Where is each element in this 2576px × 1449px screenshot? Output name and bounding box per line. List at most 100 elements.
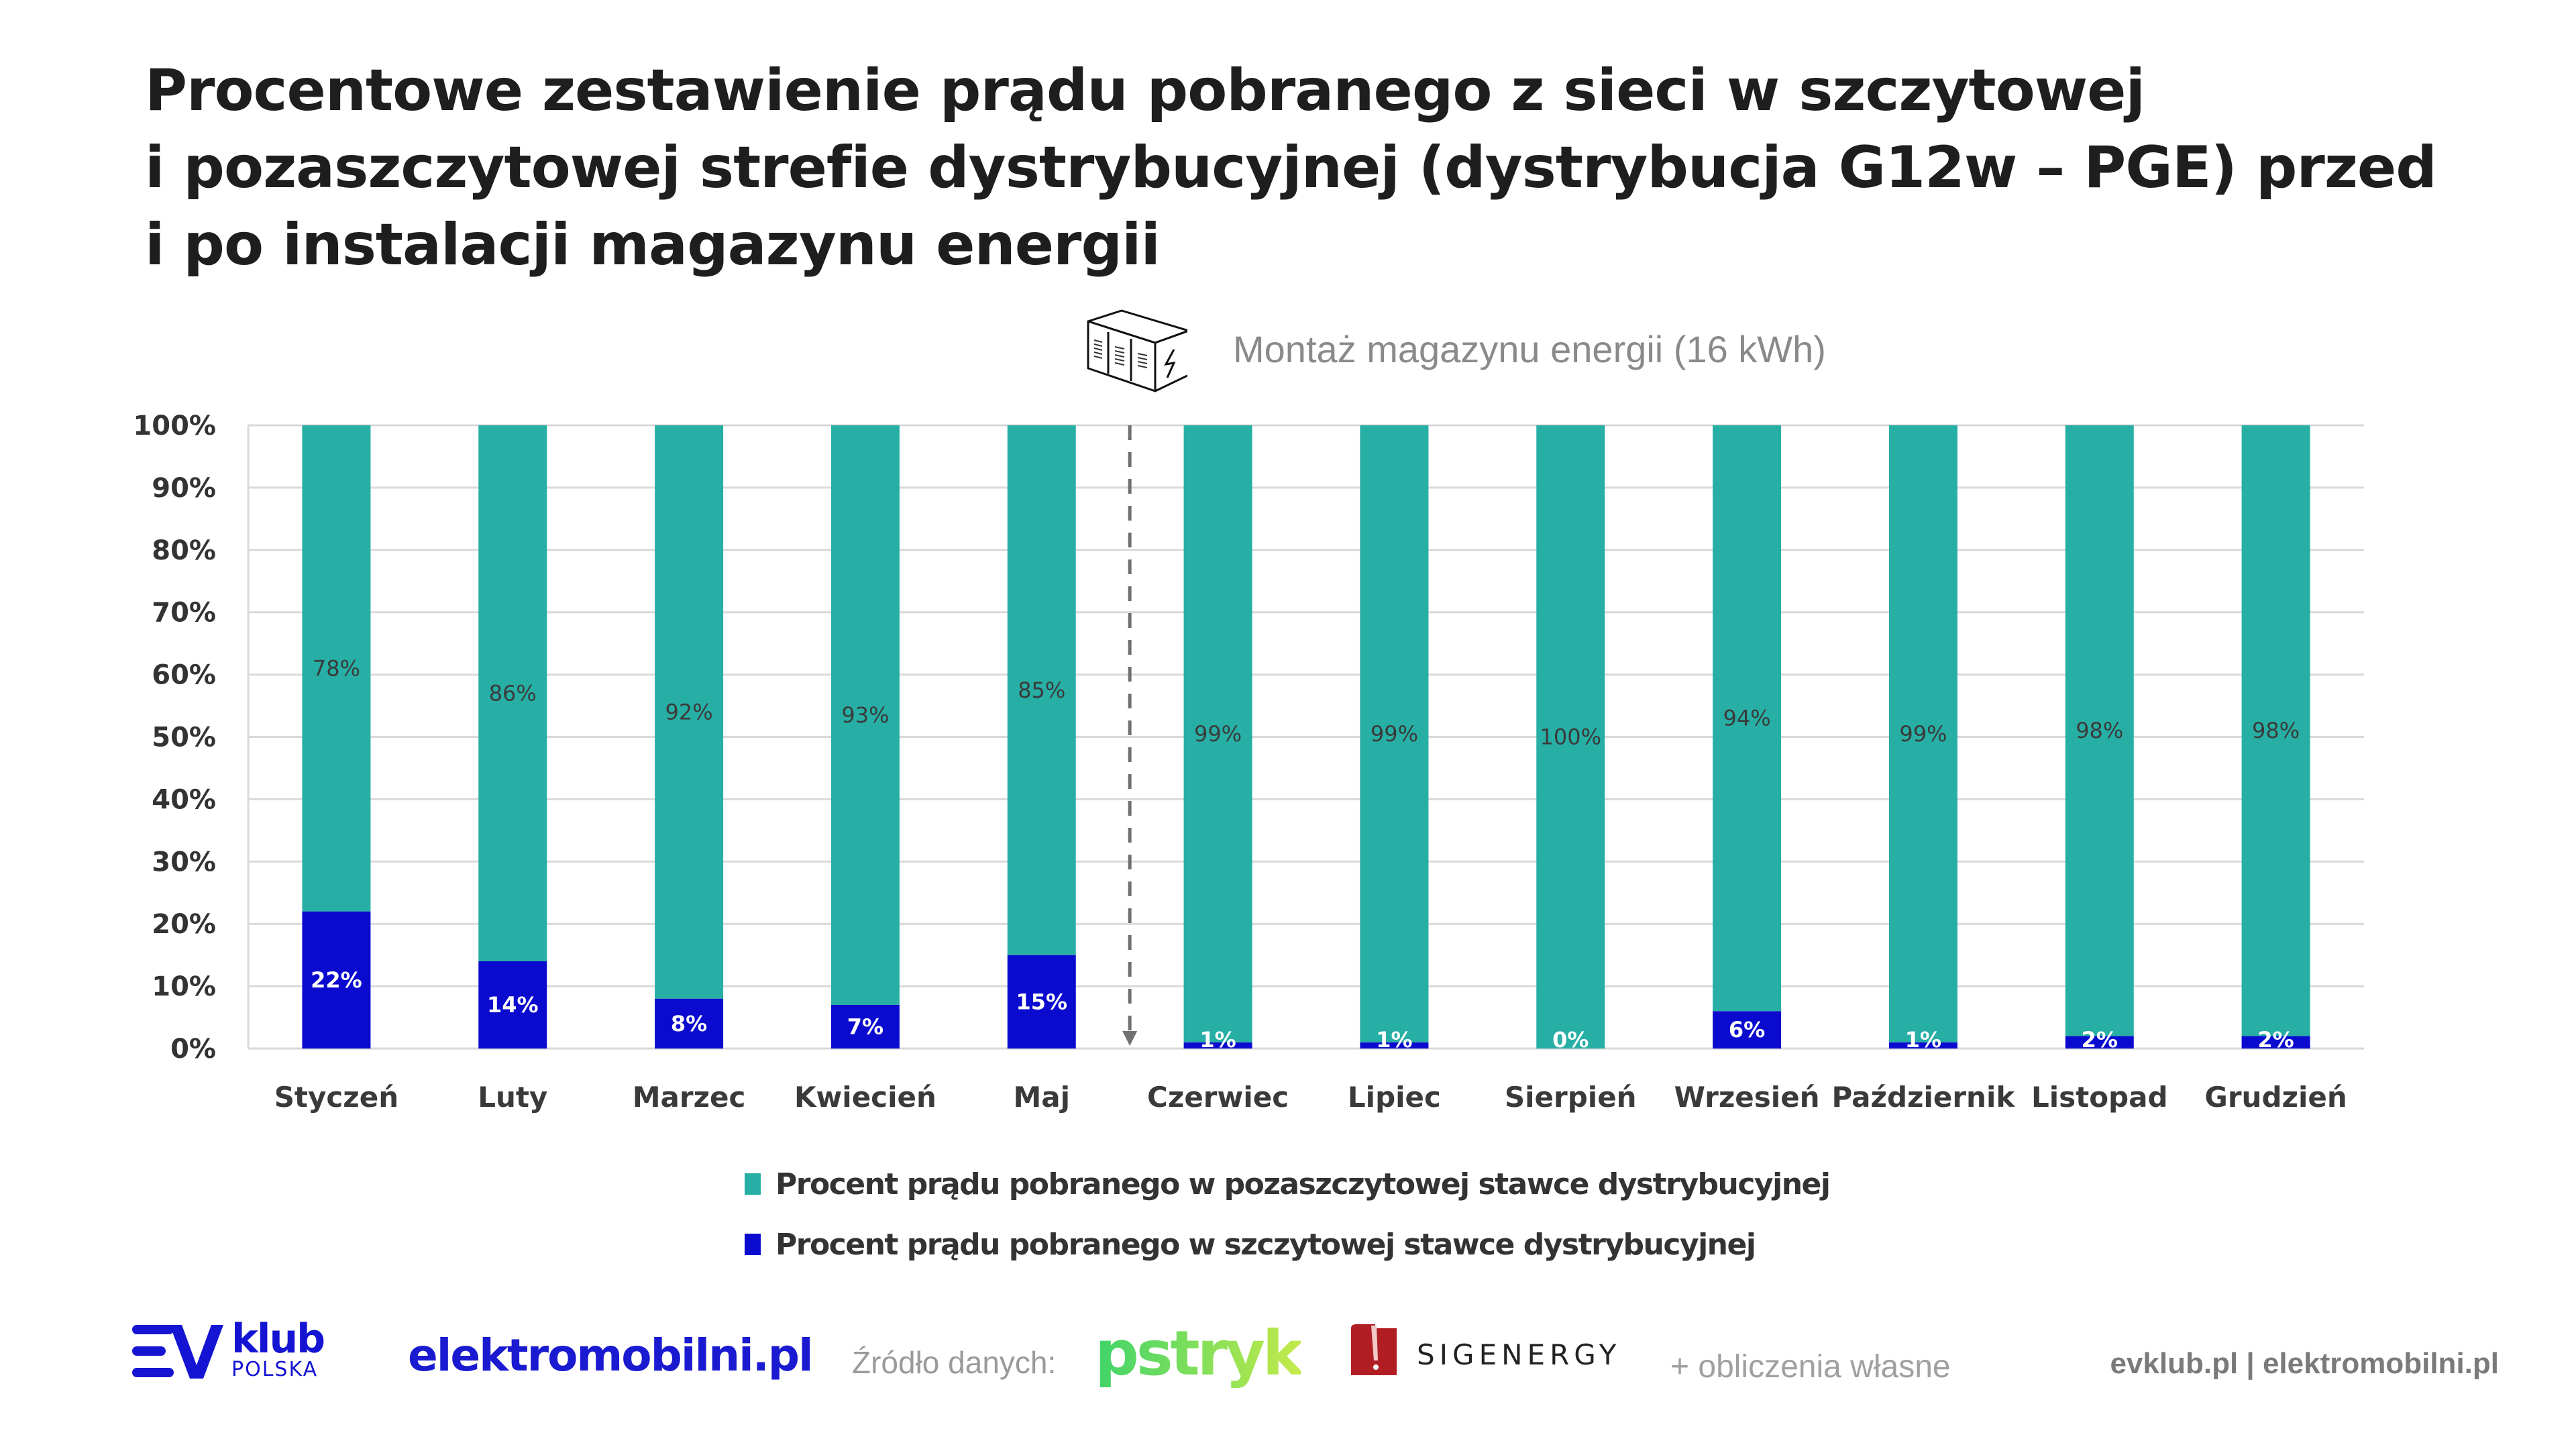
bar-off-peak-4: [830, 425, 900, 1005]
bar-peak-3: [655, 998, 724, 1049]
x-axis-ticks: Styczeń Luty Marzec Kwiecień Maj Czerwiec Lipi…: [274, 1081, 2347, 1114]
x-tick-label: Lipiec: [1348, 1081, 1441, 1114]
annotation-text: Montaż magazynu energii (16 kWh): [1233, 327, 1826, 370]
data-label-peak: 2%: [2082, 1027, 2118, 1053]
stacked-bar-chart: 0% 10% 20% 30% 40% 50% 60% 70% 80% 90% 100% 78% 22%…: [133, 411, 2364, 1114]
bar-off-peak-7: [1360, 425, 1429, 1042]
bar-peak-10: [1888, 1042, 1957, 1049]
bar-off-peak-1: [302, 425, 371, 912]
footer: klub POLSKA elektromobilni.pl Źródło dan…: [0, 1315, 2576, 1409]
bar-peak-5: [1007, 955, 1076, 1049]
x-tick-label: Kwiecień: [794, 1081, 936, 1114]
install-marker-arrow-icon: [1122, 1031, 1138, 1046]
site-links: evklub.pl | elektromobilni.pl: [2110, 1347, 2499, 1380]
title-line-2: i pozaszczytowej strefie dystrybucyjnej …: [145, 134, 2437, 201]
bar-off-peak-2: [478, 425, 547, 961]
y-tick-label: 90%: [152, 473, 216, 504]
bar-off-peak-6: [1183, 425, 1252, 1042]
x-tick-label: Listopad: [2031, 1081, 2168, 1114]
legend-label-off-peak: Procent prądu pobranego w pozaszczytowej…: [775, 1167, 1831, 1201]
data-label-peak: 8%: [671, 1011, 707, 1036]
x-tick-label: Styczeń: [274, 1081, 398, 1114]
x-tick-label: Grudzień: [2204, 1081, 2347, 1114]
evklub-logo-word: klub: [231, 1316, 325, 1362]
y-tick-label: 0%: [170, 1034, 216, 1065]
legend-label-peak: Procent prądu pobranego w szczytowej sta…: [775, 1227, 1756, 1262]
legend-item-peak: Procent prądu pobranego w szczytowej sta…: [745, 1214, 1829, 1275]
legend-item-off-peak: Procent prądu pobranego w pozaszczytowej…: [745, 1154, 1831, 1214]
bar-peak-6: [1183, 1042, 1252, 1049]
data-label-off-peak: 93%: [841, 702, 889, 728]
y-axis-ticks: 0% 10% 20% 30% 40% 50% 60% 70% 80% 90% 100%: [133, 411, 216, 1065]
y-tick-label: 30%: [152, 847, 216, 877]
data-label-off-peak: 98%: [2252, 718, 2300, 743]
battery-storage-icon: [1087, 309, 1187, 392]
data-label-peak: 1%: [1376, 1027, 1412, 1053]
data-label-peak: 14%: [487, 992, 539, 1018]
data-labels: 78% 22% 86% 14% 92% 8% 93% 7% 85% 15% 99% 1% 99% 1% 10…: [311, 655, 2300, 1053]
evklub-logo: klub POLSKA: [131, 1316, 325, 1382]
bar-off-peak-11: [2065, 425, 2134, 1036]
x-tick-label: Marzec: [633, 1081, 746, 1114]
ev-logo-icon: [132, 1325, 223, 1379]
data-label-off-peak: 99%: [1194, 721, 1242, 747]
chart-title: Procentowe zestawienie prądu pobranego z…: [145, 52, 2437, 284]
bar-off-peak-3: [655, 425, 724, 999]
chart-legend: Procent prądu pobranego w pozaszczytowej…: [745, 1154, 1831, 1275]
title-line-3: i po instalacji magazynu energii: [145, 211, 1161, 278]
sigenergy-logo: SIGENERGY: [1348, 1323, 1621, 1375]
y-tick-label: 10%: [152, 971, 216, 1002]
bars: [302, 425, 2310, 1049]
y-tick-label: 50%: [152, 722, 216, 753]
x-tick-label: Czerwiec: [1147, 1081, 1289, 1114]
bar-peak-7: [1360, 1042, 1429, 1049]
bar-peak-2: [478, 961, 547, 1049]
install-marker: [1122, 425, 1138, 1046]
data-label-off-peak: 85%: [1018, 678, 1065, 703]
bar-off-peak-12: [2241, 425, 2310, 1036]
y-tick-label: 40%: [152, 784, 216, 815]
legend-swatch-peak: [745, 1234, 761, 1255]
pstryk-logo: pstryk: [1095, 1318, 1303, 1389]
bar-peak-12: [2241, 1036, 2310, 1049]
data-label-off-peak: 98%: [2076, 718, 2123, 743]
data-label-peak: 7%: [847, 1014, 883, 1039]
x-tick-label: Sierpień: [1505, 1081, 1637, 1114]
sigenergy-logo-text: SIGENERGY: [1417, 1338, 1621, 1371]
y-tick-label: 100%: [133, 411, 216, 441]
bar-off-peak-5: [1007, 425, 1076, 955]
data-label-peak: 2%: [2257, 1027, 2294, 1053]
sigenergy-logo-icon: [1351, 1324, 1397, 1375]
data-label-off-peak: 94%: [1723, 706, 1771, 731]
title-line-1: Procentowe zestawienie prądu pobranego z…: [145, 57, 2145, 124]
data-label-off-peak: 99%: [1899, 721, 1947, 747]
data-label-off-peak: 99%: [1371, 721, 1418, 747]
data-label-peak: 0%: [1552, 1027, 1589, 1053]
source-label: Źródło danych:: [852, 1345, 1057, 1380]
bar-off-peak-9: [1713, 425, 1782, 1012]
x-tick-label: Luty: [478, 1081, 547, 1114]
bar-peak-9: [1713, 1011, 1782, 1049]
y-tick-label: 80%: [152, 535, 216, 566]
bar-peak-11: [2065, 1036, 2134, 1049]
elektromobilni-logo: elektromobilni.pl: [408, 1330, 814, 1381]
bar-peak-4: [830, 1004, 900, 1049]
own-calculations-note: + obliczenia własne: [1670, 1349, 1951, 1385]
data-label-peak: 1%: [1199, 1027, 1236, 1053]
y-tick-label: 20%: [152, 909, 216, 940]
data-label-peak: 15%: [1016, 989, 1067, 1014]
data-label-peak: 6%: [1729, 1017, 1765, 1042]
data-label-peak: 1%: [1905, 1027, 1941, 1053]
data-label-off-peak: 78%: [313, 655, 360, 681]
bar-off-peak-10: [1888, 425, 1957, 1042]
x-tick-label: Maj: [1013, 1081, 1070, 1114]
x-tick-label: Październik: [1832, 1081, 2016, 1114]
gridlines: [247, 424, 2364, 1050]
data-label-peak: 22%: [311, 967, 362, 993]
x-tick-label: Wrzesień: [1674, 1081, 1820, 1114]
data-label-off-peak: 100%: [1540, 724, 1601, 750]
legend-swatch-off-peak: [745, 1173, 761, 1195]
data-label-off-peak: 92%: [665, 699, 713, 724]
bar-peak-1: [302, 911, 371, 1049]
bar-off-peak-8: [1536, 425, 1605, 1049]
